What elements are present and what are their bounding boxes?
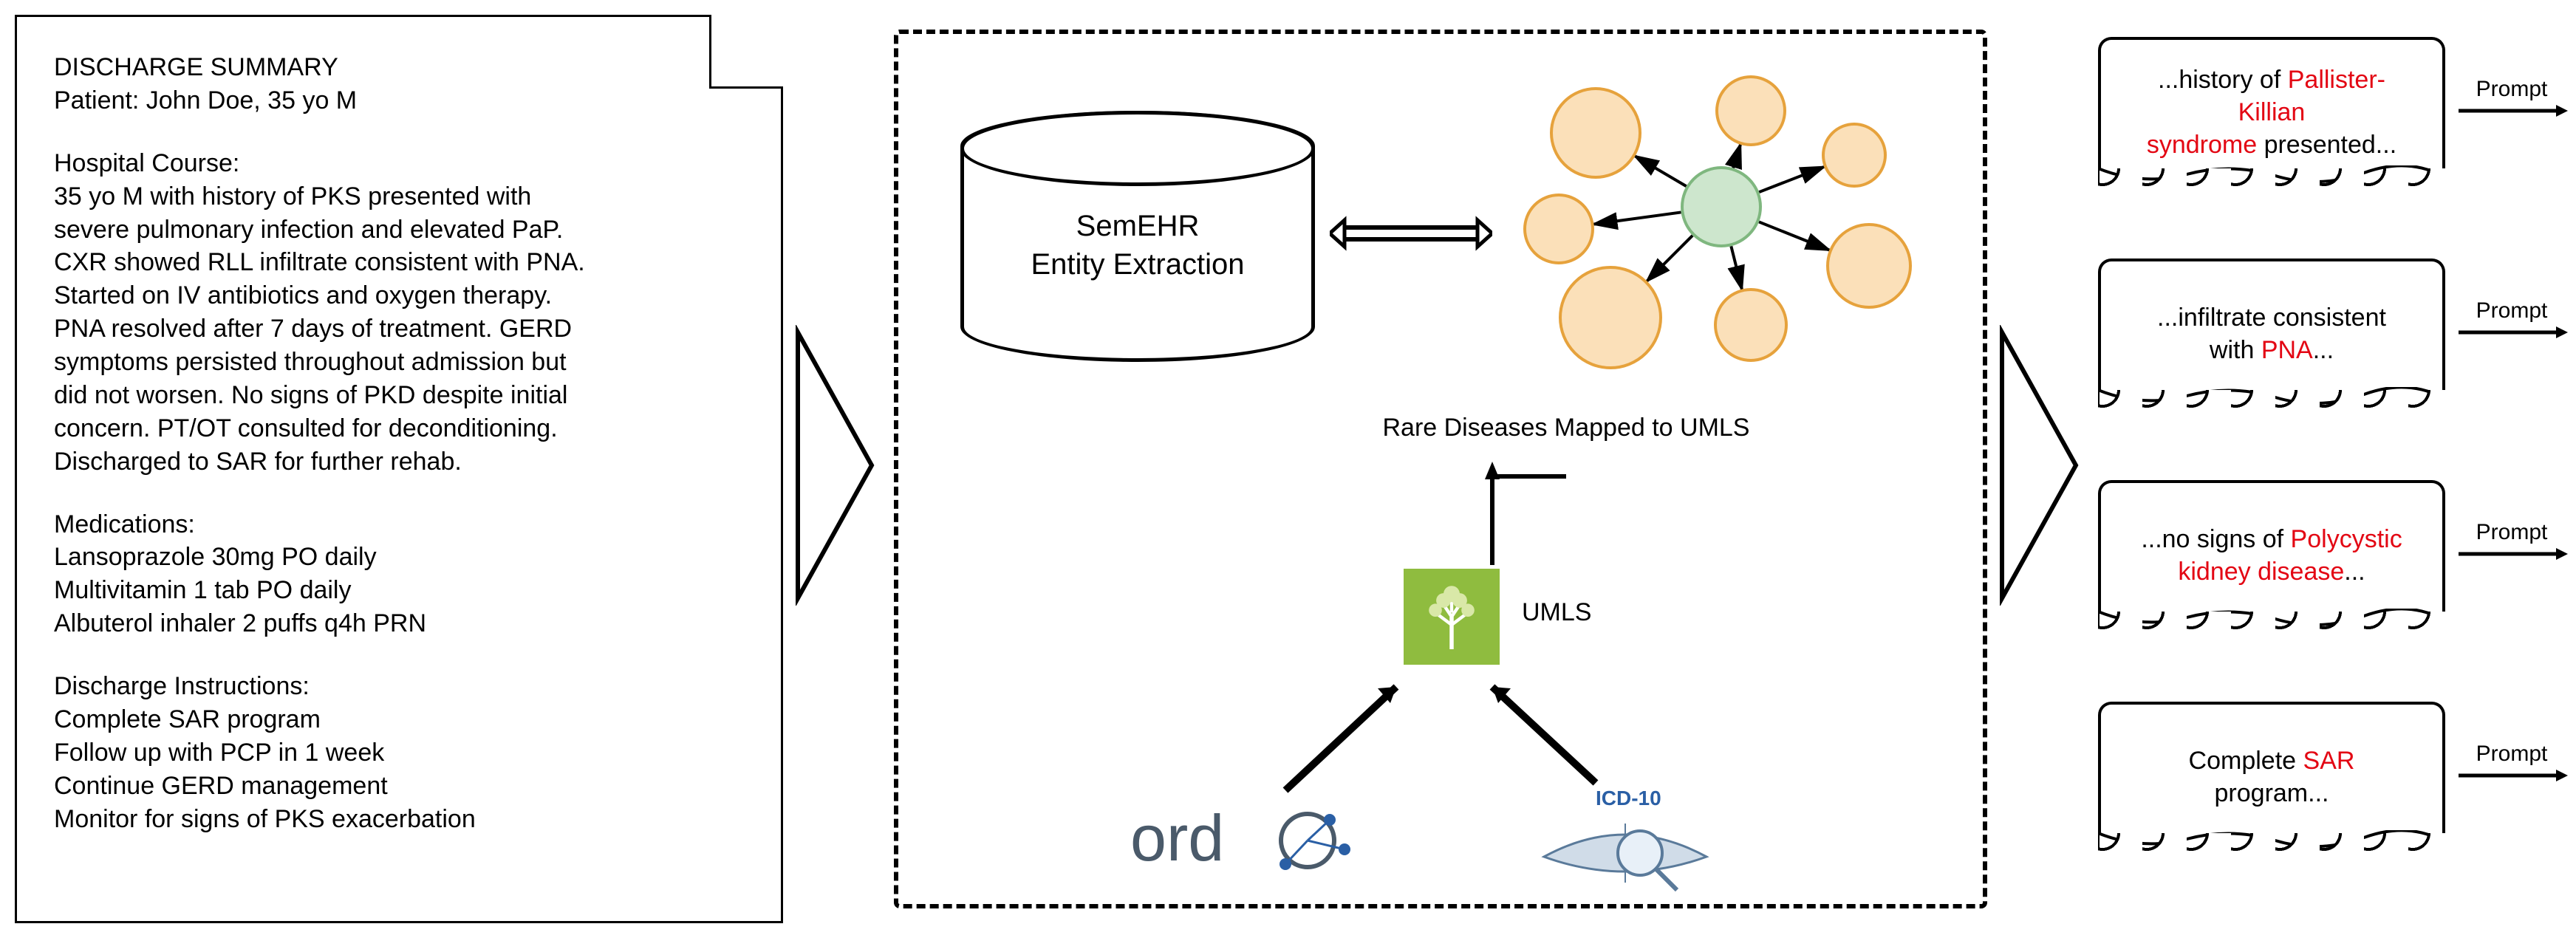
umls-icon: [1404, 569, 1500, 665]
prompt-label: Prompt: [2453, 298, 2571, 323]
doc-instr-body: Complete SAR program Follow up with PCP …: [54, 703, 744, 836]
network-node: [1822, 123, 1887, 188]
doc-instr-header: Discharge Instructions:: [54, 670, 744, 703]
doc-course-body: 35 yo M with history of PKS presented wi…: [54, 180, 744, 479]
ordo-logo: ord: [1123, 798, 1359, 886]
svg-text:ord: ord: [1130, 801, 1224, 874]
doc-meds-body: Lansoprazole 30mg PO daily Multivitamin …: [54, 541, 744, 640]
doc-course-header: Hospital Course:: [54, 147, 744, 180]
snippet-highlight: SAR: [2303, 747, 2355, 775]
entity-network: [1492, 66, 1950, 377]
doc-title: DISCHARGE SUMMARY: [54, 51, 744, 84]
snippet-highlight: PNA: [2261, 336, 2313, 364]
prompt-arrow: [2453, 767, 2571, 784]
snippet-suffix: presented...: [2257, 131, 2396, 159]
network-node: [1559, 266, 1662, 369]
snippet-prefix: ...no signs of: [2141, 525, 2290, 553]
snippet-card: ...history of Pallister- Killian syndrom…: [2098, 37, 2445, 185]
up-arrow-to-label: [1477, 454, 1625, 572]
doc-meds-header: Medications:: [54, 508, 744, 541]
network-center-node: [1681, 166, 1762, 247]
cylinder-line1: SemEHR: [1076, 210, 1200, 242]
prompt-arrow: [2453, 102, 2571, 120]
prompt-label: Prompt: [2453, 77, 2571, 102]
icd-to-umls-arrow: [1477, 672, 1610, 798]
bi-arrow: [1330, 207, 1492, 259]
snippet-suffix: ...: [2344, 558, 2365, 586]
prompt-arrow: [2453, 545, 2571, 563]
snippet-suffix: program...: [2215, 779, 2329, 807]
icd10-logo: ICD-10: [1529, 783, 1721, 894]
flow-arrow-2: [1995, 325, 2083, 606]
snippet-suffix: ...: [2313, 336, 2334, 364]
doc-patient: Patient: John Doe, 35 yo M: [54, 84, 744, 117]
network-node: [1550, 87, 1641, 179]
map-label: Rare Diseases Mapped to UMLS: [1300, 414, 1832, 442]
snippet-card: Complete SAR program...: [2098, 702, 2445, 849]
ordo-to-umls-arrow: [1271, 672, 1418, 805]
network-node: [1715, 75, 1786, 146]
cards-column: ...history of Pallister- Killian syndrom…: [2098, 30, 2571, 916]
network-node: [1523, 194, 1594, 264]
snippet-card: ...no signs of Polycystic kidney disease…: [2098, 480, 2445, 628]
flow-arrow-1: [790, 325, 879, 606]
cylinder-line2: Entity Extraction: [1031, 248, 1244, 281]
snippet-prefix: Complete: [2189, 747, 2303, 775]
prompt-label: Prompt: [2453, 742, 2571, 767]
network-node: [1714, 288, 1788, 362]
network-node: [1826, 223, 1912, 309]
prompt-arrow: [2453, 323, 2571, 341]
page-fold: [709, 15, 783, 89]
semehr-cylinder: SemEHR Entity Extraction: [960, 111, 1315, 362]
snippet-card: ...infiltrate consistent with PNA...: [2098, 259, 2445, 406]
discharge-document: DISCHARGE SUMMARY Patient: John Doe, 35 …: [15, 15, 783, 923]
prompt-label: Prompt: [2453, 520, 2571, 545]
umls-label: UMLS: [1522, 598, 1640, 627]
snippet-prefix: ...history of: [2158, 66, 2288, 94]
